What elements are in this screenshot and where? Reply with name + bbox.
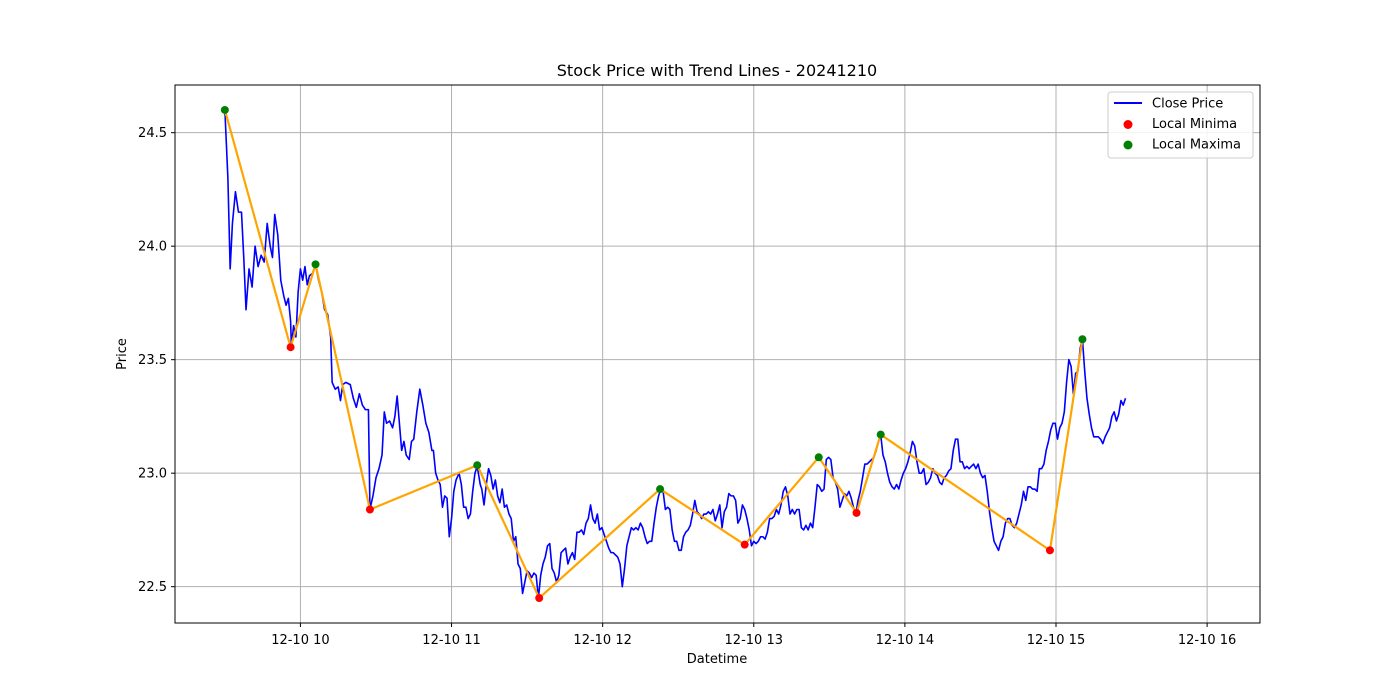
legend-label: Close Price: [1152, 97, 1223, 112]
close-price-line: [224, 109, 1127, 599]
legend-dot-swatch: [1123, 140, 1133, 150]
x-tick-label: 12-10 14: [876, 633, 934, 648]
plot-series: [220, 105, 1127, 603]
x-tick-label: 12-10 16: [1178, 633, 1236, 648]
x-axis-label: Datetime: [687, 652, 747, 667]
legend-box: [1107, 91, 1254, 159]
chart-title: Stock Price with Trend Lines - 20241210: [557, 61, 877, 80]
local-maximum-point: [473, 461, 482, 470]
local-maximum-point: [814, 453, 823, 462]
x-tick-label: 12-10 11: [422, 633, 480, 648]
y-tick-label: 23.0: [138, 467, 167, 482]
local-maximum-point: [656, 485, 665, 494]
local-minimum-point: [852, 508, 861, 517]
y-tick-label: 24.5: [138, 126, 167, 141]
legend: Close Price Local Minima Local Maxima: [1107, 91, 1254, 159]
local-minimum-point: [286, 343, 295, 352]
legend-label: Local Maxima: [1152, 138, 1241, 153]
y-tick-label: 24.0: [138, 240, 167, 255]
x-axis-ticks: 12-10 10 12-10 11 12-10 12 12-10 13 12-10 14…: [271, 623, 1236, 648]
local-minimum-point: [365, 505, 374, 514]
plot-frame: [174, 84, 1261, 624]
x-tick-label: 12-10 12: [573, 633, 631, 648]
local-maximum-point: [876, 430, 885, 439]
legend-label: Local Minima: [1152, 117, 1237, 132]
y-axis-label: Price: [115, 338, 130, 370]
y-tick-label: 23.5: [138, 353, 167, 368]
local-minimum-point: [1045, 546, 1054, 555]
x-tick-label: 12-10 10: [271, 633, 329, 648]
local-maximum-point: [311, 260, 320, 269]
local-minimum-point: [740, 540, 749, 549]
x-tick-label: 12-10 15: [1027, 633, 1085, 648]
legend-dot-swatch: [1123, 120, 1133, 129]
x-tick-label: 12-10 13: [725, 633, 783, 648]
y-axis-ticks: 22.5 23.0 23.5 24.0 24.5: [138, 126, 175, 595]
local-maximum-point: [220, 105, 229, 114]
local-maximum-point: [1078, 335, 1087, 344]
y-tick-label: 22.5: [138, 580, 167, 595]
local-minimum-point: [535, 594, 544, 603]
